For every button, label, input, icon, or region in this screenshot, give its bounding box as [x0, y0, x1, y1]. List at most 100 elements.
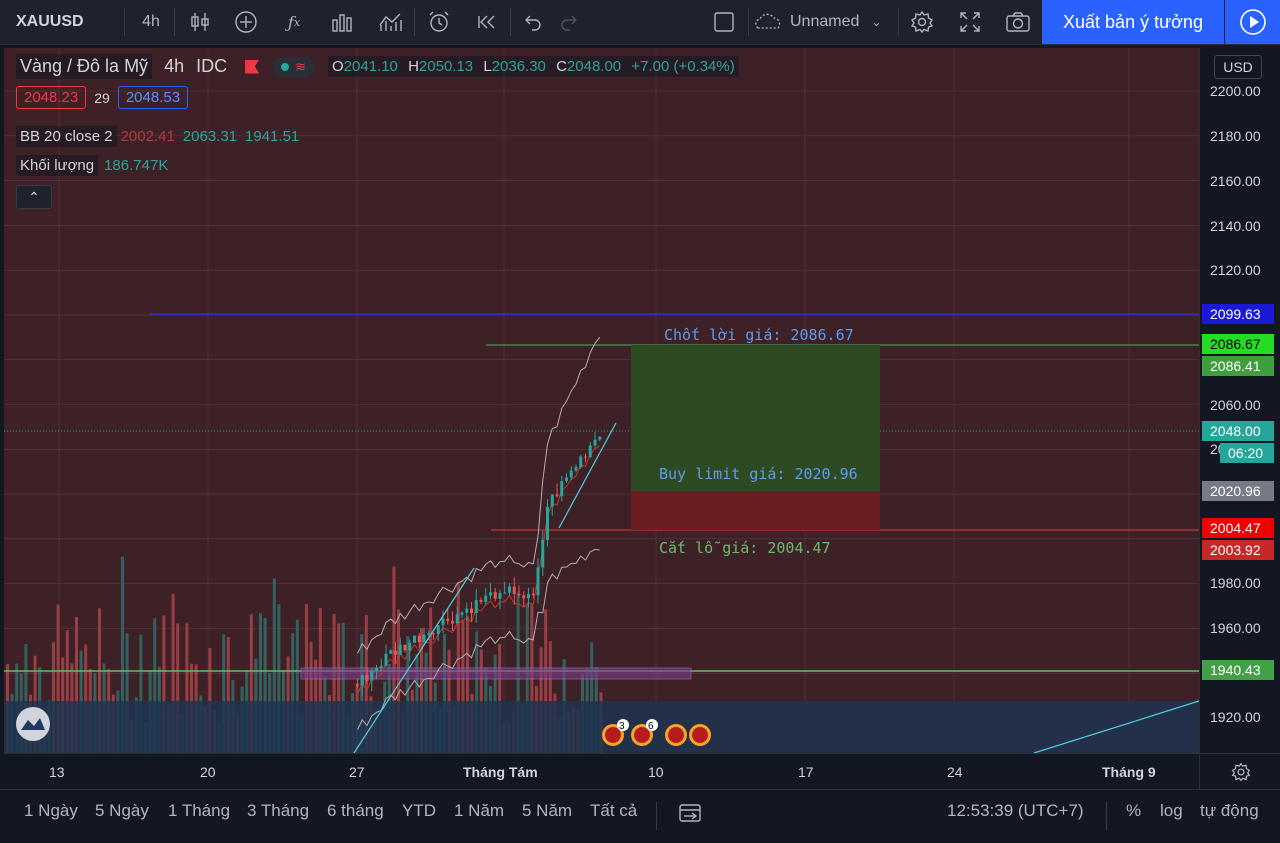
- interval-button[interactable]: 4h: [142, 13, 160, 30]
- candle-body: [508, 586, 511, 593]
- range-5d[interactable]: 5 Ngày: [95, 801, 149, 820]
- redo-icon[interactable]: [550, 0, 588, 44]
- layout-button[interactable]: Unnamed ⌄: [752, 0, 898, 44]
- divider: [510, 8, 511, 36]
- bottom-toolbar: 1 Ngày 5 Ngày 1 Tháng 3 Tháng 6 tháng YT…: [0, 789, 1280, 843]
- auto-toggle[interactable]: tự động: [1200, 801, 1259, 820]
- tp-label: Chốt lời giá: 2086.67: [664, 326, 854, 344]
- volume-bar: [309, 641, 313, 753]
- candle-body: [498, 593, 502, 599]
- price-tag-stop-loss: 2004.47: [1202, 518, 1274, 538]
- symbol-title[interactable]: Vàng / Đô la Mỹ: [16, 54, 153, 79]
- currency-button[interactable]: USD: [1214, 55, 1262, 79]
- range-3m[interactable]: 3 Tháng: [247, 801, 310, 820]
- economic-events[interactable]: 3 6: [602, 719, 711, 746]
- volume-bar: [222, 634, 226, 753]
- volume-legend[interactable]: Khối lượng 186.747K: [16, 155, 168, 176]
- range-ytd[interactable]: YTD: [402, 801, 436, 820]
- range-1d[interactable]: 1 Ngày: [24, 801, 78, 820]
- candle-body: [527, 593, 530, 599]
- price-tick: 2120.00: [1210, 262, 1261, 278]
- volume-bar: [153, 618, 157, 753]
- candle-body: [370, 671, 374, 681]
- play-icon[interactable]: [1225, 0, 1280, 44]
- range-all[interactable]: Tất cả: [590, 801, 638, 820]
- volume-bar: [125, 633, 129, 753]
- demand-zone-box[interactable]: [300, 667, 692, 680]
- undo-icon[interactable]: [514, 0, 552, 44]
- bb-legend[interactable]: BB 20 close 2 2002.41 2063.31 1941.51: [16, 126, 299, 147]
- range-1y[interactable]: 1 Năm: [454, 801, 505, 820]
- stop-loss-zone[interactable]: [631, 491, 880, 530]
- date-range-icon[interactable]: [678, 802, 702, 829]
- price-tag-entry: 2020.96: [1202, 481, 1274, 501]
- candle-body: [394, 650, 397, 655]
- publish-idea-button[interactable]: Xuất bản ý tưởng: [1042, 0, 1224, 44]
- divider: [1106, 802, 1107, 830]
- price-tick: 2200.00: [1210, 83, 1261, 99]
- candle-body: [422, 634, 426, 643]
- volume-bar: [259, 613, 262, 753]
- replay-icon[interactable]: [466, 0, 508, 44]
- time-tick: 17: [798, 764, 814, 780]
- candle-body: [503, 592, 507, 594]
- candle-body: [360, 675, 364, 685]
- volume-bar: [176, 623, 180, 753]
- fullscreen-icon[interactable]: [948, 0, 992, 44]
- range-1m[interactable]: 1 Tháng: [168, 801, 231, 820]
- candles: [356, 432, 602, 696]
- fullscreen-box-icon[interactable]: [702, 0, 746, 44]
- take-profit-zone[interactable]: [631, 345, 880, 491]
- trend-line-1[interactable]: [353, 567, 475, 753]
- candle-body: [427, 633, 431, 635]
- price-tag-sl-line: 2003.92: [1202, 540, 1274, 560]
- axis-settings-gear-icon[interactable]: [1199, 753, 1280, 790]
- candle-body: [389, 650, 393, 654]
- price-chart[interactable]: Chốt lời giá: 2086.67 Buy limit giá: 202…: [4, 48, 1199, 753]
- templates-icon[interactable]: [322, 0, 362, 44]
- trend-line-3[interactable]: [1033, 700, 1199, 753]
- volume-bar: [337, 623, 341, 753]
- compare-add-icon[interactable]: [226, 0, 266, 44]
- buy-price-button[interactable]: 2048.53: [117, 86, 189, 109]
- candles-icon[interactable]: [180, 0, 220, 44]
- chart-pane[interactable]: Chốt lời giá: 2086.67 Buy limit giá: 202…: [4, 48, 1199, 753]
- range-6m[interactable]: 6 tháng: [327, 801, 384, 820]
- sell-price-button[interactable]: 2048.23: [16, 86, 87, 109]
- collapse-legend-button[interactable]: ⌃: [16, 185, 52, 209]
- volume-bar: [360, 634, 364, 753]
- log-toggle[interactable]: log: [1160, 801, 1183, 820]
- clock-timezone[interactable]: 12:53:39 (UTC+7): [947, 801, 1084, 820]
- candle-body: [569, 470, 573, 478]
- candle-body: [379, 665, 383, 668]
- symbol-search-button[interactable]: XAUUSD: [16, 13, 84, 30]
- chart-style-icon[interactable]: [370, 0, 412, 44]
- volume-bar: [56, 604, 60, 753]
- price-tag-take-profit: 2086.67: [1202, 334, 1274, 354]
- market-status-icon[interactable]: ≋: [273, 56, 314, 77]
- price-axis[interactable]: USD 2200.00 2180.00 2160.00 2140.00 2120…: [1199, 48, 1280, 753]
- volume-bar: [406, 636, 410, 753]
- volume-bar: [277, 604, 281, 753]
- trend-line-2[interactable]: [558, 422, 617, 529]
- sl-label: Cắt lỗ giá: 2004.47: [659, 539, 831, 557]
- percent-toggle[interactable]: %: [1126, 801, 1142, 820]
- alert-clock-icon[interactable]: [418, 0, 460, 44]
- tradingview-logo-icon[interactable]: [16, 707, 50, 741]
- candle-body: [460, 612, 464, 615]
- candle-body: [484, 595, 488, 603]
- volume-bar: [341, 622, 345, 753]
- time-axis[interactable]: 13 20 27 Tháng Tám 10 17 24 Tháng 9: [4, 753, 1199, 790]
- camera-icon[interactable]: [996, 0, 1040, 44]
- gear-icon[interactable]: [900, 0, 944, 44]
- range-5y[interactable]: 5 Năm: [522, 801, 573, 820]
- flag-icon[interactable]: [245, 59, 260, 74]
- layout-name: Unnamed: [790, 13, 860, 30]
- candle-body: [470, 608, 473, 613]
- volume-bar: [539, 647, 543, 753]
- volume-pane-band: [4, 701, 1199, 753]
- volume-bar: [226, 636, 230, 753]
- candle-body: [465, 608, 469, 613]
